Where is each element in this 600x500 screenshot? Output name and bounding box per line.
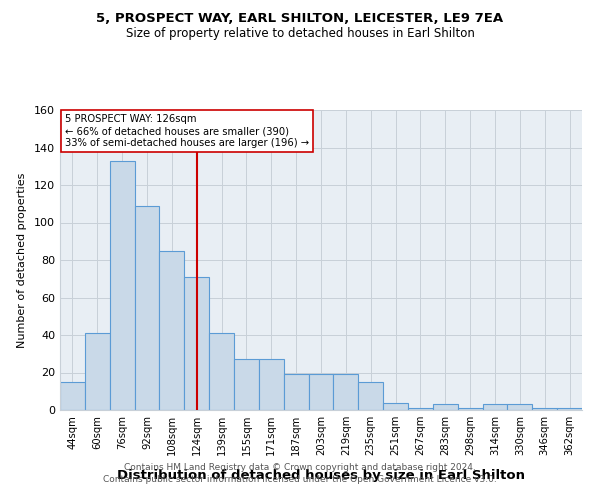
Text: Size of property relative to detached houses in Earl Shilton: Size of property relative to detached ho… [125,28,475,40]
Y-axis label: Number of detached properties: Number of detached properties [17,172,27,348]
Bar [60,382,85,410]
Bar [110,160,134,410]
Bar [234,360,259,410]
Bar [308,374,334,410]
Bar [85,333,110,410]
Bar [284,374,308,410]
Bar [184,277,209,410]
Bar [160,250,184,410]
Bar [508,404,532,410]
Text: Contains HM Land Registry data © Crown copyright and database right 2024.: Contains HM Land Registry data © Crown c… [124,464,476,472]
Text: 5, PROSPECT WAY, EARL SHILTON, LEICESTER, LE9 7EA: 5, PROSPECT WAY, EARL SHILTON, LEICESTER… [97,12,503,26]
Bar [334,374,358,410]
Bar [134,206,160,410]
Bar [433,404,458,410]
Bar [557,408,582,410]
Bar [358,382,383,410]
Bar [532,408,557,410]
Bar [259,360,284,410]
Bar [209,333,234,410]
Bar [458,408,482,410]
Text: Contains public sector information licensed under the Open Government Licence v3: Contains public sector information licen… [103,475,497,484]
Bar [383,402,408,410]
X-axis label: Distribution of detached houses by size in Earl Shilton: Distribution of detached houses by size … [117,469,525,482]
Text: 5 PROSPECT WAY: 126sqm
← 66% of detached houses are smaller (390)
33% of semi-de: 5 PROSPECT WAY: 126sqm ← 66% of detached… [65,114,310,148]
Bar [482,404,508,410]
Bar [408,408,433,410]
